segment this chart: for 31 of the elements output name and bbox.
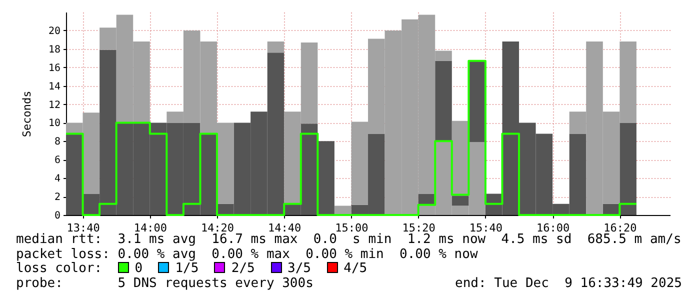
text: probe: 5 DNS requests every 300s — [16, 276, 314, 290]
legend-title: loss color: — [16, 261, 104, 276]
legend-label: 3/5 — [288, 261, 312, 276]
text: median rtt: 3.1 ms avg 16.7 ms max 0.0 s min 1.2 ms now 4.5 ms sd 685.5 m am/s — [16, 232, 682, 248]
y-tick-label: 16 — [48, 62, 60, 74]
y-axis-title: Seconds — [20, 90, 34, 138]
x-tick-label: 15:00 — [335, 222, 368, 234]
x-tick-label: 14:20 — [200, 222, 234, 234]
y-tick-label: 0 — [54, 210, 60, 222]
x-tick-label: 14:00 — [134, 222, 167, 234]
y-tick-label: 4 — [54, 174, 60, 185]
x-tick-label: 13:40 — [66, 222, 100, 234]
text: packet loss: 0.00 % avg 0.00 % max 0.00 % min 0.00 % now — [16, 246, 479, 262]
y-tick-label: 2 — [54, 192, 60, 204]
x-tick-label: 15:40 — [469, 222, 503, 234]
y-tick-label: 18 — [48, 44, 60, 56]
y-tick-label: 6 — [54, 155, 60, 166]
y-tick-label: 20 — [48, 26, 60, 37]
y-tick-label: 10 — [48, 118, 60, 130]
x-tick-label: 14:40 — [268, 222, 302, 234]
y-tick-label: 12 — [48, 100, 60, 111]
legend-label: 4/5 — [344, 261, 368, 276]
x-tick-label: 16:00 — [536, 222, 570, 234]
y-tick-label: 14 — [48, 81, 60, 92]
legend-label: 2/5 — [231, 261, 256, 276]
y-tick-label: 8 — [54, 136, 60, 148]
text: end: Tue Dec 9 16:33:49 2025 — [455, 276, 682, 291]
legend-label: 0 — [134, 261, 144, 276]
x-tick-label: 16:20 — [604, 222, 637, 234]
legend-label: 1/5 — [175, 261, 200, 276]
x-tick-label: 15:20 — [402, 222, 436, 234]
